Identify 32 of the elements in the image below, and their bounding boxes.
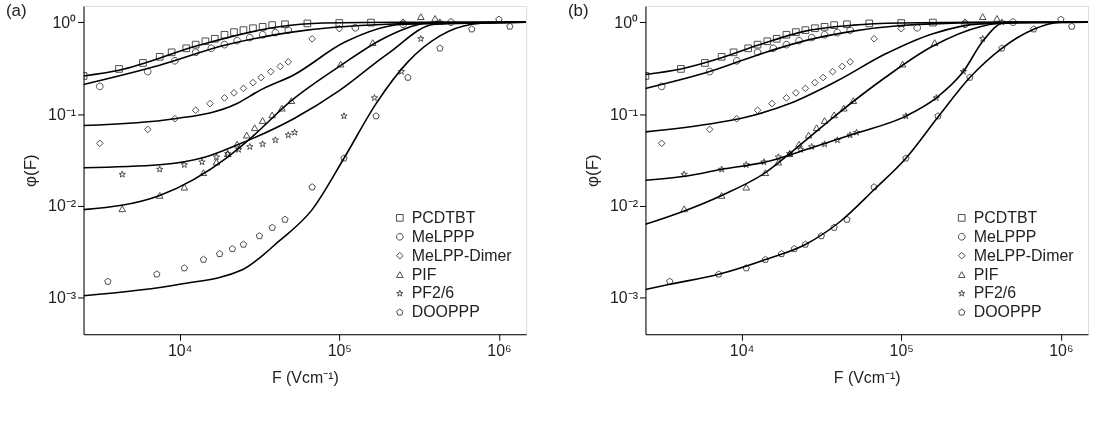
x-tick-label: 10⁵ <box>889 341 914 359</box>
x-tick-label: 10⁴ <box>729 341 755 359</box>
x-tick-label: 10⁴ <box>167 341 193 359</box>
legend-label: PCDTBT <box>411 208 476 226</box>
legend-label: PIF <box>973 265 999 283</box>
legend-label: PF2/6 <box>973 284 1017 302</box>
legend-label: DOOPPP <box>411 303 480 321</box>
legend-label: PCDTBT <box>973 208 1038 226</box>
legend-label: PF2/6 <box>411 284 455 302</box>
x-axis-title: F (Vcm⁻¹) <box>833 369 901 387</box>
y-tick-label: 10⁰ <box>614 13 638 31</box>
legend-label: DOOPPP <box>973 303 1042 321</box>
legend-label: MeLPP-Dimer <box>973 246 1075 264</box>
x-tick-label: 10⁵ <box>327 341 352 359</box>
y-tick-label: 10⁻² <box>48 197 77 215</box>
y-tick-label: 10⁻³ <box>610 289 638 307</box>
x-tick-label: 10⁶ <box>487 341 512 359</box>
y-tick-label: 10⁻¹ <box>48 105 77 123</box>
y-tick-label: 10⁻³ <box>48 289 77 307</box>
x-axis-title: F (Vcm⁻¹) <box>271 369 339 387</box>
y-tick-label: 10⁻² <box>610 197 638 215</box>
y-tick-label: 10⁻¹ <box>610 105 638 123</box>
legend-label: PIF <box>411 265 437 283</box>
legend-label: MeLPP-Dimer <box>411 246 513 264</box>
legend-label: MeLPPP <box>973 227 1037 245</box>
x-tick-label: 10⁶ <box>1049 341 1074 359</box>
y-axis-title: φ(F) <box>21 154 41 187</box>
y-axis-title: φ(F) <box>583 154 603 187</box>
legend-label: MeLPPP <box>411 227 475 245</box>
y-tick-label: 10⁰ <box>52 13 77 31</box>
chart-title: (b) <box>567 0 589 20</box>
chart-title: (a) <box>5 0 27 20</box>
